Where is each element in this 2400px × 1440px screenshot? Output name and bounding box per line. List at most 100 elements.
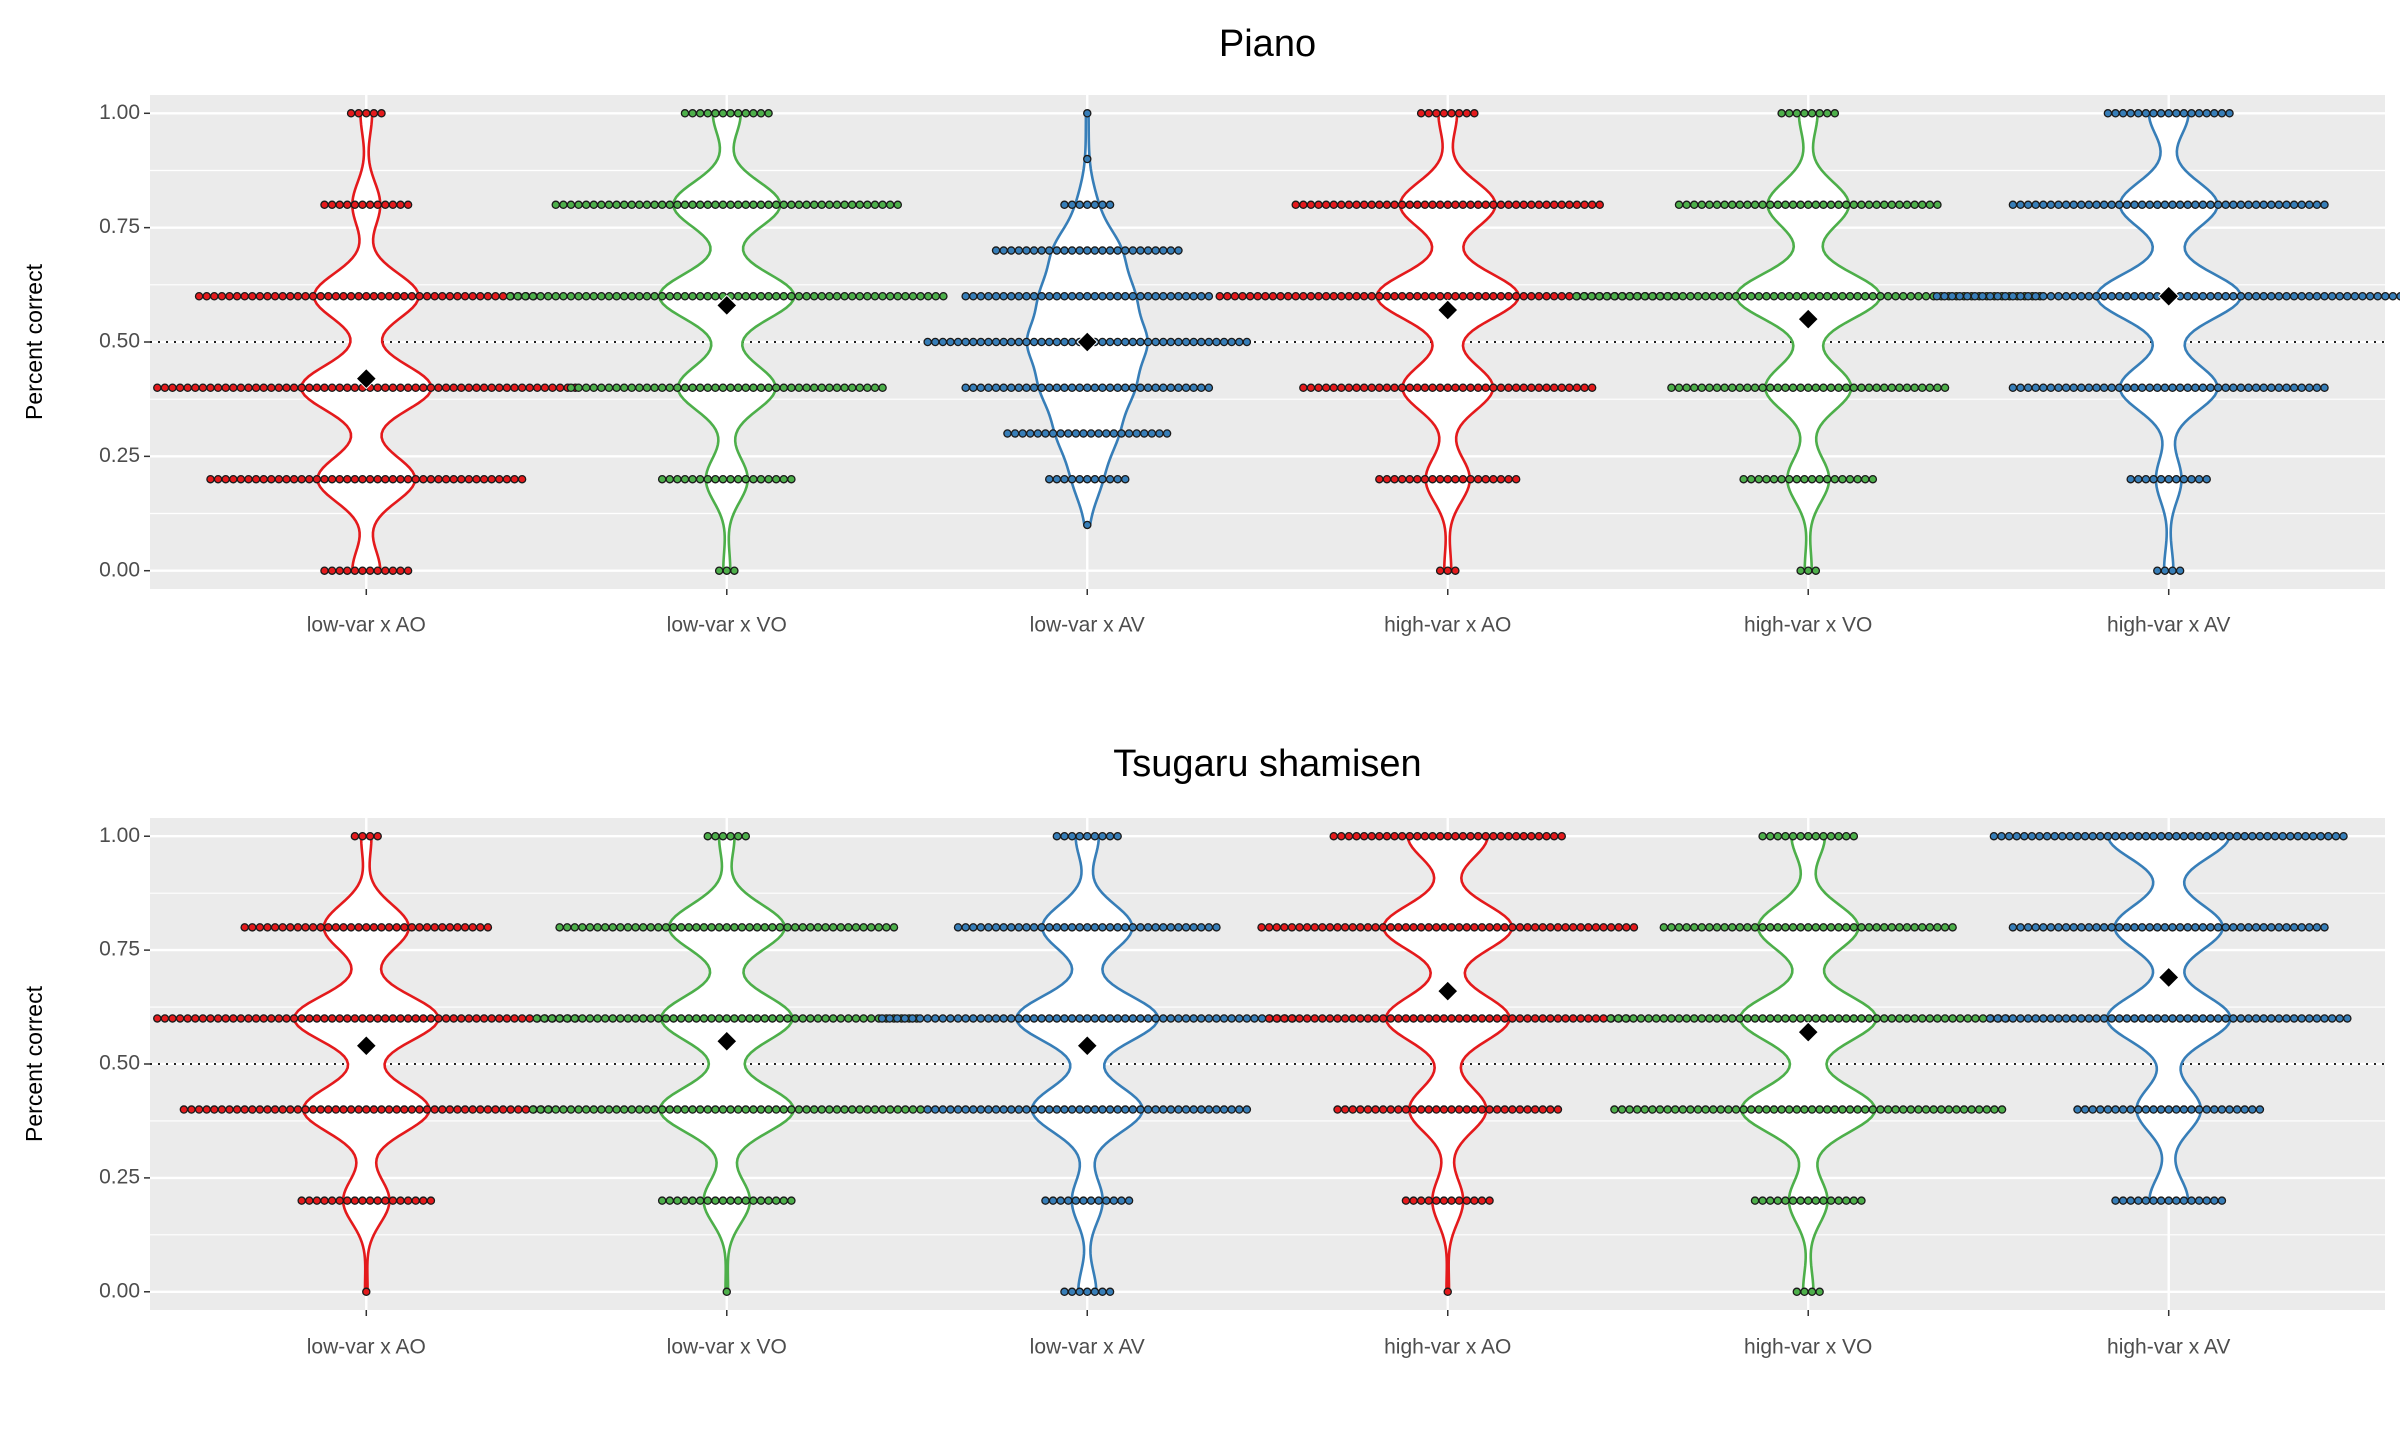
dot <box>2046 1014 2056 1023</box>
dot <box>1496 831 1506 841</box>
dot <box>521 292 530 301</box>
dot <box>623 1014 633 1023</box>
dot <box>1655 292 1665 301</box>
dot <box>1124 429 1134 438</box>
dot <box>1705 383 1714 392</box>
dot <box>730 923 739 932</box>
dot <box>1409 1196 1418 1205</box>
dot <box>2069 1014 2078 1023</box>
dot <box>282 383 291 392</box>
dot <box>764 200 773 210</box>
dot <box>2156 831 2166 841</box>
dot <box>953 337 963 347</box>
x-tick-label: high-var x AO <box>1384 614 1511 637</box>
dot <box>718 474 728 484</box>
dot <box>984 292 993 301</box>
dot <box>464 383 474 392</box>
dot <box>1367 831 1376 841</box>
dot <box>191 383 200 392</box>
dot <box>1113 831 1122 841</box>
dot <box>1765 923 1775 932</box>
dot <box>1895 200 1904 210</box>
dot <box>627 1105 637 1114</box>
dot <box>168 383 177 392</box>
dot <box>2153 200 2162 210</box>
dot <box>1390 200 1399 210</box>
dot <box>514 1105 523 1114</box>
dot <box>692 923 701 932</box>
dot <box>2107 292 2116 301</box>
dot <box>1910 923 1919 932</box>
dot <box>1955 292 1964 301</box>
dot <box>1576 923 1585 932</box>
dot <box>1781 1014 1790 1023</box>
dot <box>1632 1105 1642 1114</box>
dot <box>863 383 872 392</box>
dot <box>2236 292 2246 301</box>
dot <box>1834 383 1843 392</box>
dot <box>1325 1014 1335 1023</box>
dot <box>1485 1014 1494 1023</box>
dot <box>574 1105 583 1114</box>
dot <box>350 566 360 575</box>
dot <box>1792 292 1802 301</box>
dot <box>1811 1196 1821 1205</box>
dot <box>308 1105 318 1114</box>
dot <box>1762 1105 1771 1114</box>
dot <box>1242 1014 1252 1023</box>
dot <box>2088 1105 2097 1114</box>
dot <box>1622 923 1631 932</box>
dot <box>931 1014 940 1023</box>
dot <box>153 383 162 392</box>
dot <box>153 1014 162 1023</box>
dot <box>2039 383 2048 392</box>
dot <box>623 923 633 932</box>
dot <box>2282 383 2291 392</box>
dot <box>2244 383 2253 392</box>
dot <box>445 292 455 301</box>
dot <box>2274 923 2284 932</box>
dot <box>1489 831 1498 841</box>
dot <box>707 1014 716 1023</box>
dot <box>1826 831 1836 841</box>
dot <box>457 1014 466 1023</box>
dot <box>301 1105 310 1114</box>
dot <box>1777 1105 1786 1114</box>
dot <box>1261 292 1270 301</box>
dot <box>350 1196 360 1205</box>
dot <box>2172 1196 2181 1205</box>
dot <box>1470 923 1479 932</box>
dot <box>2156 1196 2166 1205</box>
dot <box>1321 383 1331 392</box>
dot <box>657 1196 667 1205</box>
dot-row <box>1674 200 1942 210</box>
dot <box>1887 200 1897 210</box>
y-tick-label: 1.00 <box>99 824 140 847</box>
dot <box>1925 923 1935 932</box>
dot <box>863 292 872 301</box>
dot <box>851 923 861 932</box>
dot <box>806 1014 815 1023</box>
dot <box>354 1105 363 1114</box>
dot <box>1576 1014 1585 1023</box>
dot <box>1325 923 1335 932</box>
dot <box>289 383 299 392</box>
dot <box>1910 1014 1919 1023</box>
dot <box>274 474 284 484</box>
dot <box>2039 200 2048 210</box>
dot <box>718 1105 728 1114</box>
dot <box>619 200 629 210</box>
dot <box>749 1105 758 1114</box>
dot <box>847 383 857 392</box>
dot <box>2289 292 2299 301</box>
dot <box>1659 923 1669 932</box>
dot <box>1071 1196 1081 1205</box>
dot <box>1838 292 1847 301</box>
dot <box>2289 383 2299 392</box>
dot <box>703 200 713 210</box>
dot-row <box>657 474 796 484</box>
dot <box>1466 831 1475 841</box>
dot <box>1508 1105 1517 1114</box>
dot-row <box>2153 566 2185 575</box>
